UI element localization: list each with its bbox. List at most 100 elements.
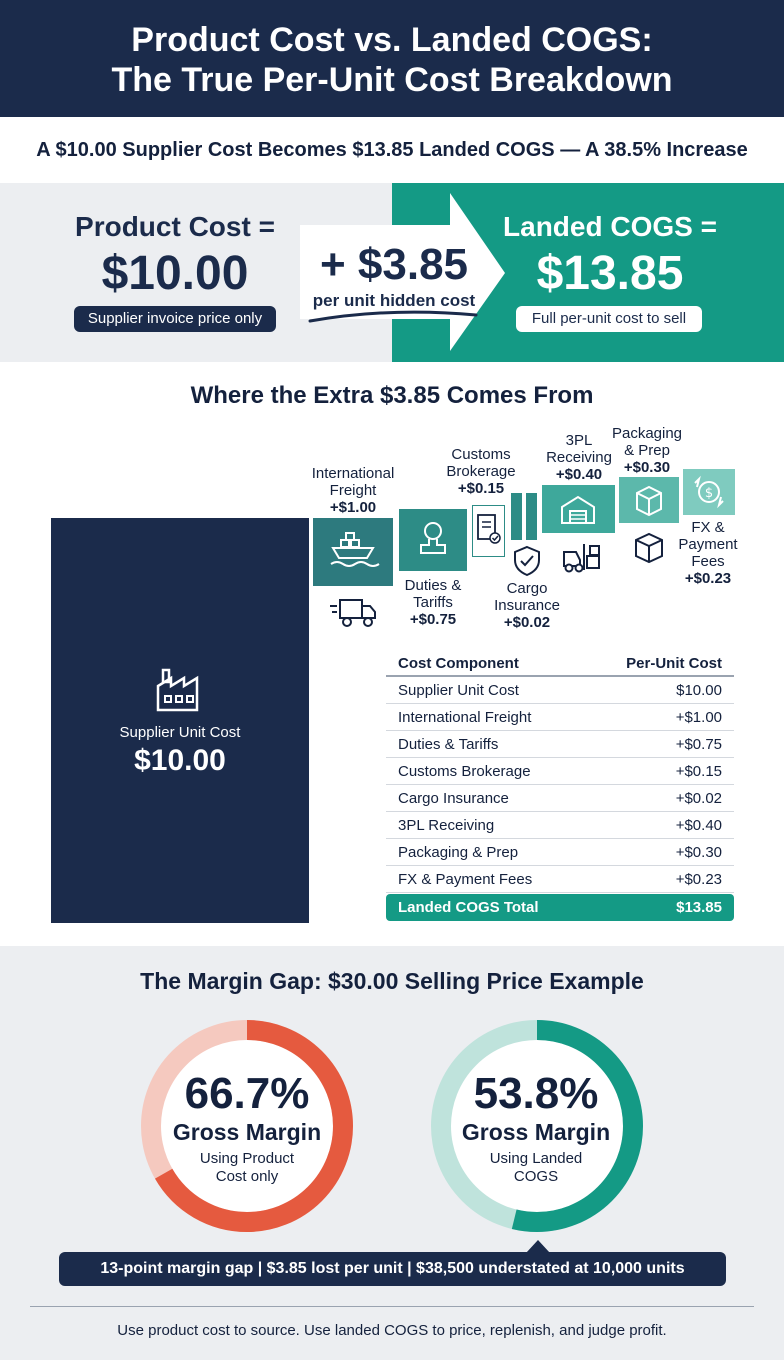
landed-margin-sub-2: COGS [513,1168,559,1185]
label-brokerage: Customs Brokerage +$0.15 [436,446,526,497]
label-fx-line1: FX & [691,519,725,536]
label-fx-line3: Fees [691,553,725,570]
receiving-block [542,485,615,533]
label-duties-value: +$0.75 [409,611,457,628]
product-margin-pct: 66.7% [184,1069,310,1118]
stamp-icon [420,522,446,554]
factory-icon [156,668,199,712]
insurance-block-a [511,493,522,540]
label-receiving-value: +$0.40 [555,466,603,483]
product-margin-sub: Using Product Cost only [147,1150,347,1186]
supplier-cost-block: Supplier Unit Cost $10.00 [51,518,309,923]
row-value: +$1.00 [675,709,722,726]
row-value: +$0.15 [675,763,722,780]
row-value: +$0.02 [675,790,722,807]
arrow-graphic [300,193,505,351]
product-margin-sub-2: Cost only [215,1168,279,1185]
page-header: Product Cost vs. Landed COGS: The True P… [0,0,784,117]
breakdown-title: Where the Extra $3.85 Comes From [190,382,594,409]
label-duties-line1: Duties & [404,577,462,594]
arrow-shape [300,193,505,351]
warehouse-icon [561,495,595,524]
landed-cogs-label: Landed COGS = [503,211,717,242]
header-component: Cost Component [398,655,519,672]
hidden-cost-value: + $3.85 [319,240,469,289]
product-cost-label: Product Cost = [75,211,275,242]
cost-comparison: Product Cost = $10.00 Supplier invoice p… [0,183,784,362]
supplier-value: $10.00 [134,744,226,777]
row-value: +$0.40 [675,817,722,834]
margin-title: The Margin Gap: $30.00 Selling Price Exa… [140,968,644,994]
label-freight-line2: Freight [329,482,377,499]
underline-swoosh [308,310,478,323]
table-row: FX & Payment Fees +$0.23 [386,866,734,893]
total-label: Landed COGS Total [398,899,539,916]
package-icon [635,532,663,564]
gap-pointer [526,1240,550,1253]
label-packaging: Packaging & Prep +$0.30 [604,425,690,476]
row-value: $10.00 [676,682,722,699]
currency-exchange-icon: $ [694,475,724,509]
donut-arc-landed [431,1020,643,1232]
label-fx: FX & Payment Fees +$0.23 [670,519,746,587]
donut-product-text: 66.7% Gross Margin Using Product Cost on… [147,1070,347,1186]
label-insurance-line1: Cargo [506,580,548,597]
row-label: 3PL Receiving [398,817,495,834]
forklift-icon [563,544,600,573]
label-packaging-line1: Packaging [611,425,683,442]
delivery-truck-icon [330,599,376,627]
label-receiving-line1: 3PL [565,432,593,449]
row-label: Supplier Unit Cost [398,682,519,699]
shield-check-icon [514,545,540,577]
subheader: A $10.00 Supplier Cost Becomes $13.85 La… [36,139,748,161]
insurance-block-b [526,493,537,540]
page-title: Product Cost vs. Landed COGS: The True P… [0,0,784,100]
cargo-ship-icon [330,532,380,567]
label-freight-line1: International [311,465,395,482]
donut-arc-product [141,1020,353,1232]
label-freight-value: +$1.00 [329,499,377,516]
label-receiving: 3PL Receiving +$0.40 [534,432,624,483]
label-fx-value: +$0.23 [684,570,732,587]
row-label: International Freight [398,709,532,726]
product-cost-note: Supplier invoice price only [74,306,276,332]
label-packaging-value: +$0.30 [623,459,671,476]
footer-divider [30,1306,754,1307]
landed-cogs-note: Full per-unit cost to sell [516,306,702,332]
label-brokerage-value: +$0.15 [457,480,505,497]
header-cost: Per-Unit Cost [626,655,722,672]
title-line-1: Product Cost vs. Landed COGS: [131,21,653,59]
svg-text:$: $ [705,486,713,501]
label-duties-line2: Tariffs [413,594,453,611]
landed-cogs-value: $13.85 [536,247,684,300]
margin-donuts [141,1020,643,1232]
table-row: 3PL Receiving +$0.40 [386,812,734,839]
product-cost-value: $10.00 [101,247,249,300]
duties-block [399,509,467,571]
landed-margin-pct: 53.8% [473,1069,599,1118]
row-label: Customs Brokerage [398,763,531,780]
label-packaging-line2: & Prep [624,442,670,459]
row-label: Packaging & Prep [398,844,519,861]
landed-margin-label: Gross Margin [461,1119,611,1145]
landed-margin-sub-1: Using Landed [489,1150,583,1167]
donut-landed-text: 53.8% Gross Margin Using Landed COGS [436,1070,636,1186]
table-header: Cost Component Per-Unit Cost [386,650,734,677]
product-margin-label: Gross Margin [172,1119,322,1145]
row-label: Cargo Insurance [398,790,509,807]
label-duties: Duties & Tariffs +$0.75 [388,577,478,628]
table-row: Customs Brokerage +$0.15 [386,758,734,785]
table-row: Packaging & Prep +$0.30 [386,839,734,866]
supplier-label: Supplier Unit Cost [119,724,241,741]
table-total-row: Landed COGS Total $13.85 [386,894,734,921]
label-insurance-line2: Insurance [494,597,560,614]
fx-block: $ [683,469,735,515]
document-check-icon [477,514,501,544]
table-row: International Freight +$1.00 [386,704,734,731]
title-line-2: The True Per-Unit Cost Breakdown [111,61,673,99]
freight-block [313,518,393,586]
label-insurance: Cargo Insurance +$0.02 [482,580,572,631]
label-brokerage-line1: Customs [451,446,511,463]
label-receiving-line2: Receiving [546,449,612,466]
table-row: Duties & Tariffs +$0.75 [386,731,734,758]
